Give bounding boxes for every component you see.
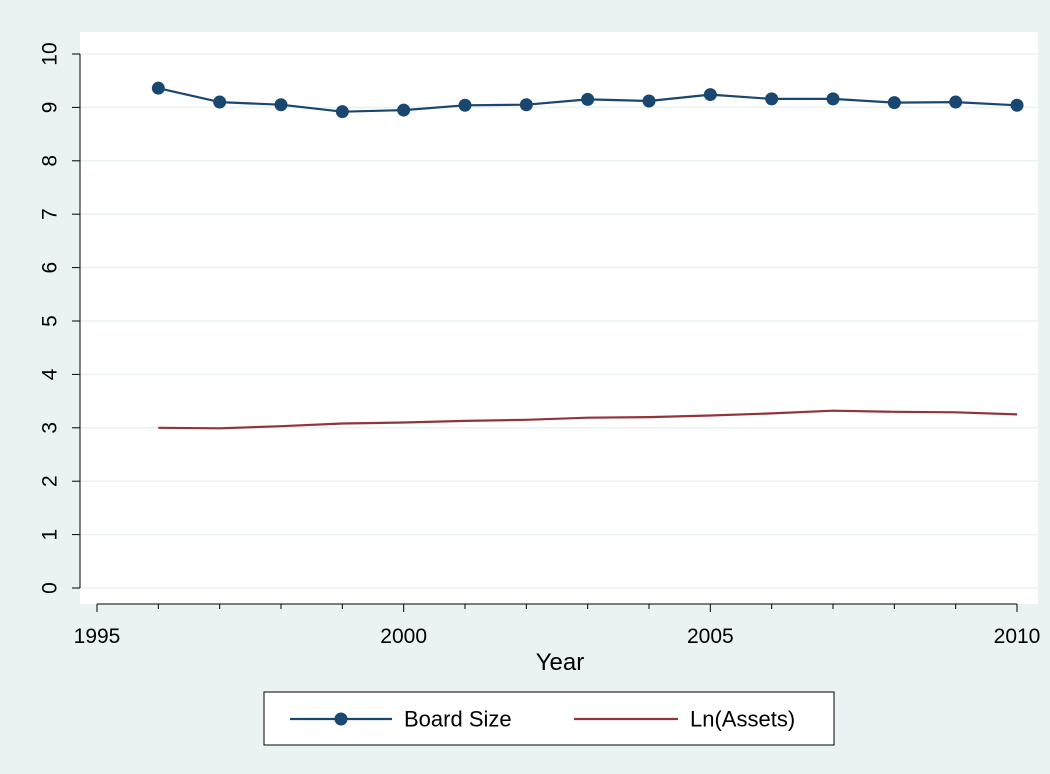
y-tick-label: 5 [39, 315, 62, 327]
y-tick-label: 1 [39, 529, 62, 541]
legend-label-ln-assets: Ln(Assets) [690, 707, 795, 732]
x-tick-label: 2000 [380, 625, 427, 648]
data-point-board-size [397, 103, 411, 117]
legend-items: Board Size Ln(Assets) [290, 707, 795, 732]
data-point-board-size [1010, 98, 1024, 112]
data-point-board-size [519, 98, 533, 112]
gridlines [80, 53, 1038, 589]
data-point-board-size [642, 94, 656, 108]
legend-label-board-size: Board Size [404, 707, 512, 732]
y-tick-label: 7 [39, 208, 62, 220]
x-tick-label: 2010 [994, 625, 1041, 648]
x-tick-label: 2005 [687, 625, 734, 648]
x-axis-title: Year [536, 649, 585, 676]
series-layer [151, 81, 1024, 430]
data-point-board-size [826, 92, 840, 106]
legend: Board Size Ln(Assets) [263, 691, 835, 746]
data-point-board-size [274, 98, 288, 112]
axes: 0 1 2 3 4 5 6 7 8 9 10 1995 2000 2005 2010 [39, 42, 1041, 648]
data-point-board-size [887, 96, 901, 110]
x-tick-label: 1995 [74, 625, 121, 648]
data-point-board-size [335, 105, 349, 119]
plot-area [80, 32, 1038, 604]
y-tick-label: 6 [39, 262, 62, 274]
y-tick-label: 10 [39, 42, 62, 65]
y-tick-label: 2 [39, 475, 62, 487]
legend-marker-board-size [334, 712, 348, 726]
y-tick-label: 0 [39, 582, 62, 594]
data-point-board-size [949, 95, 963, 109]
y-tick-label: 9 [39, 102, 62, 114]
data-point-board-size [703, 88, 717, 102]
data-point-board-size [581, 92, 595, 106]
series-line-ln-assets [158, 409, 1018, 430]
data-point-board-size [765, 92, 779, 106]
data-point-board-size [151, 81, 165, 95]
data-point-board-size [458, 98, 472, 112]
data-point-board-size [213, 95, 227, 109]
y-tick-label: 3 [39, 422, 62, 434]
y-tick-label: 8 [39, 155, 62, 167]
y-tick-label: 4 [39, 368, 62, 380]
